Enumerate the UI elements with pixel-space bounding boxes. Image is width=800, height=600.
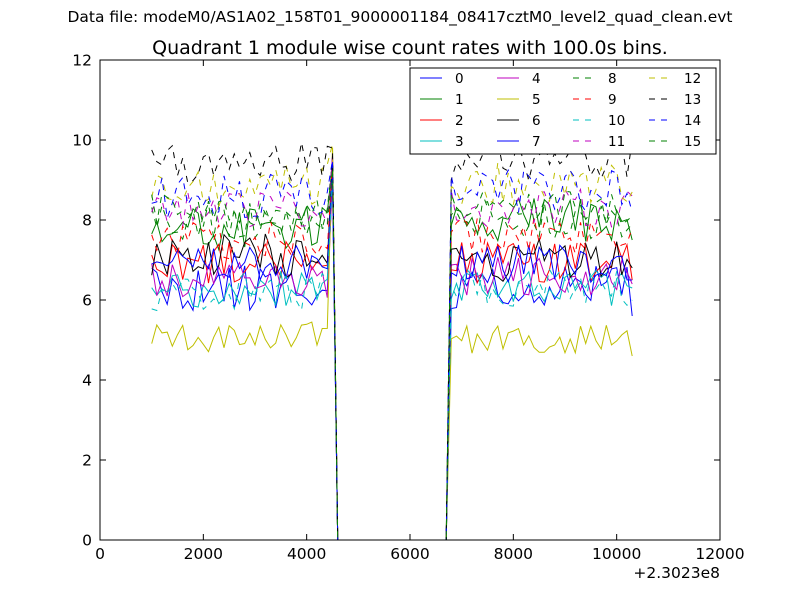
x-axis-offset-label: +2.3023e8 [633,564,720,582]
y-tick-label: 2 [82,452,92,470]
y-tick-label: 0 [82,532,92,550]
legend-label-8: 8 [608,71,617,87]
x-tick-label: 6000 [390,545,429,563]
series-line-6 [151,155,633,541]
y-tick-label: 12 [72,52,92,70]
y-tick-label: 6 [82,292,92,310]
series-layer [151,137,633,541]
x-tick-label: 4000 [287,545,326,563]
legend-label-1: 1 [455,92,464,108]
y-tick-label: 10 [72,132,92,150]
y-tick-label: 8 [82,212,92,230]
legend-label-3: 3 [455,134,464,150]
legend-label-12: 12 [684,71,701,87]
legend-label-14: 14 [684,113,701,129]
series-line-14 [151,159,633,541]
legend-label-2: 2 [455,113,464,129]
x-tick-label: 0 [95,545,105,563]
series-line-12 [151,143,633,541]
legend-label-0: 0 [455,71,464,87]
figure-suptitle: Data file: modeM0/AS1A02_158T01_90000011… [67,8,733,26]
x-tick-label: 8000 [494,545,533,563]
x-tick-label: 2000 [184,545,223,563]
chart-title: Quadrant 1 module wise count rates with … [152,37,668,59]
legend-label-13: 13 [684,92,701,108]
legend-label-5: 5 [532,92,541,108]
legend-label-6: 6 [532,113,541,129]
x-tick-label: 12000 [695,545,744,563]
legend-label-10: 10 [608,113,625,129]
legend-label-11: 11 [608,134,625,150]
series-line-8 [151,159,633,541]
series-line-10 [151,179,633,541]
y-tick-label: 4 [82,372,92,390]
legend-label-15: 15 [684,134,701,150]
legend-label-4: 4 [532,71,541,87]
legend-frame [409,67,717,155]
series-line-11 [151,155,633,541]
legend-label-9: 9 [608,92,617,108]
x-tick-label: 10000 [592,545,641,563]
legend-label-7: 7 [532,134,541,150]
